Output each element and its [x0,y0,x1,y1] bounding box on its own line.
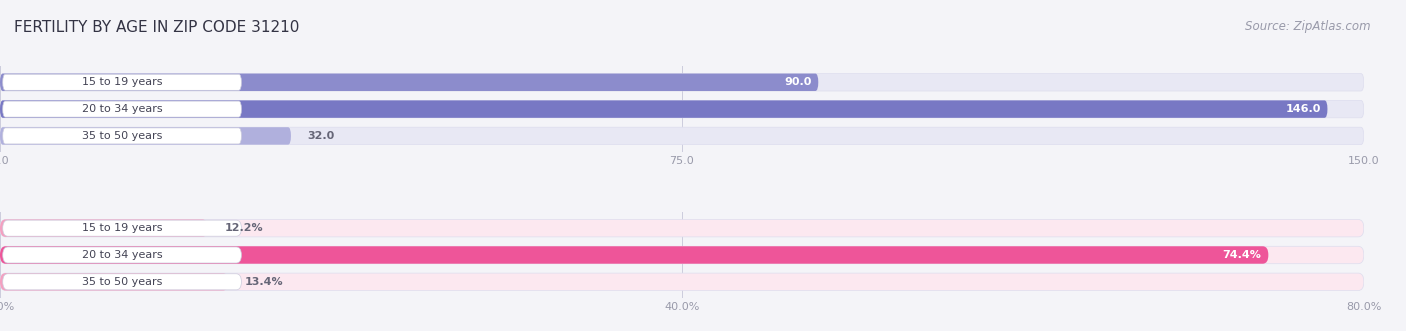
Text: 12.2%: 12.2% [225,223,263,233]
Text: 15 to 19 years: 15 to 19 years [82,77,162,87]
Text: 146.0: 146.0 [1285,104,1320,114]
FancyBboxPatch shape [0,100,1327,118]
FancyBboxPatch shape [3,74,242,90]
FancyBboxPatch shape [3,274,242,290]
FancyBboxPatch shape [0,219,208,237]
FancyBboxPatch shape [3,101,242,117]
FancyBboxPatch shape [3,220,242,236]
Text: 20 to 34 years: 20 to 34 years [82,104,162,114]
FancyBboxPatch shape [0,273,1364,291]
Text: 74.4%: 74.4% [1223,250,1261,260]
FancyBboxPatch shape [3,247,242,263]
FancyBboxPatch shape [0,100,1364,118]
Text: 13.4%: 13.4% [245,277,284,287]
FancyBboxPatch shape [0,246,1268,264]
FancyBboxPatch shape [0,219,1364,237]
FancyBboxPatch shape [0,127,1364,145]
FancyBboxPatch shape [0,73,818,91]
FancyBboxPatch shape [0,127,291,145]
Text: 35 to 50 years: 35 to 50 years [82,277,162,287]
Text: 32.0: 32.0 [308,131,335,141]
FancyBboxPatch shape [3,128,242,144]
Text: Source: ZipAtlas.com: Source: ZipAtlas.com [1246,20,1371,33]
FancyBboxPatch shape [0,246,1364,264]
Text: FERTILITY BY AGE IN ZIP CODE 31210: FERTILITY BY AGE IN ZIP CODE 31210 [14,20,299,35]
Text: 20 to 34 years: 20 to 34 years [82,250,162,260]
Text: 90.0: 90.0 [785,77,811,87]
FancyBboxPatch shape [0,273,228,291]
FancyBboxPatch shape [0,73,1364,91]
Text: 35 to 50 years: 35 to 50 years [82,131,162,141]
Text: 15 to 19 years: 15 to 19 years [82,223,162,233]
